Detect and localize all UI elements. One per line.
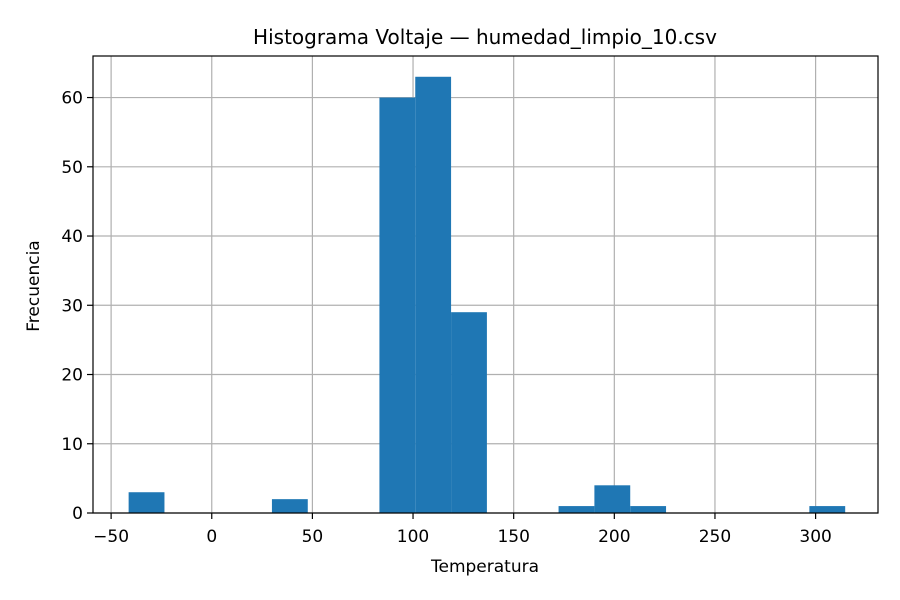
y-tick-label: 0: [72, 504, 83, 524]
histogram-bar: [128, 492, 165, 513]
histogram-bar: [809, 506, 846, 513]
x-tick-label: 300: [799, 527, 831, 547]
ticks-layer: −50 0 50 100 150 200 250 300 0 10 20 30 40 50 60: [61, 89, 831, 547]
plot-frame: [92, 55, 879, 514]
bars-layer: [128, 76, 846, 513]
x-tick-label: 150: [497, 527, 529, 547]
histogram-bar: [451, 312, 487, 513]
y-tick-label: 50: [61, 158, 83, 178]
y-tick-label: 10: [61, 435, 83, 455]
histogram-bar: [630, 506, 667, 513]
x-tick-label: 50: [302, 527, 324, 547]
x-axis-label: Temperatura: [430, 557, 539, 577]
y-axis-label: Frecuencia: [24, 240, 44, 331]
y-tick-label: 20: [61, 366, 83, 386]
y-tick-label: 40: [61, 227, 83, 247]
histogram-bar: [379, 97, 416, 513]
histogram-bar: [415, 76, 452, 513]
x-tick-label: −50: [93, 527, 129, 547]
histogram-bar: [594, 485, 631, 513]
y-tick-label: 60: [61, 89, 83, 109]
x-tick-label: 0: [206, 527, 217, 547]
x-tick-label: 250: [699, 527, 731, 547]
histogram-bar: [271, 499, 308, 513]
histogram-bar: [558, 506, 595, 513]
y-tick-label: 30: [61, 296, 83, 316]
x-tick-label: 100: [397, 527, 429, 547]
chart-title: Histograma Voltaje — humedad_limpio_10.c…: [253, 25, 717, 49]
x-tick-label: 200: [598, 527, 630, 547]
